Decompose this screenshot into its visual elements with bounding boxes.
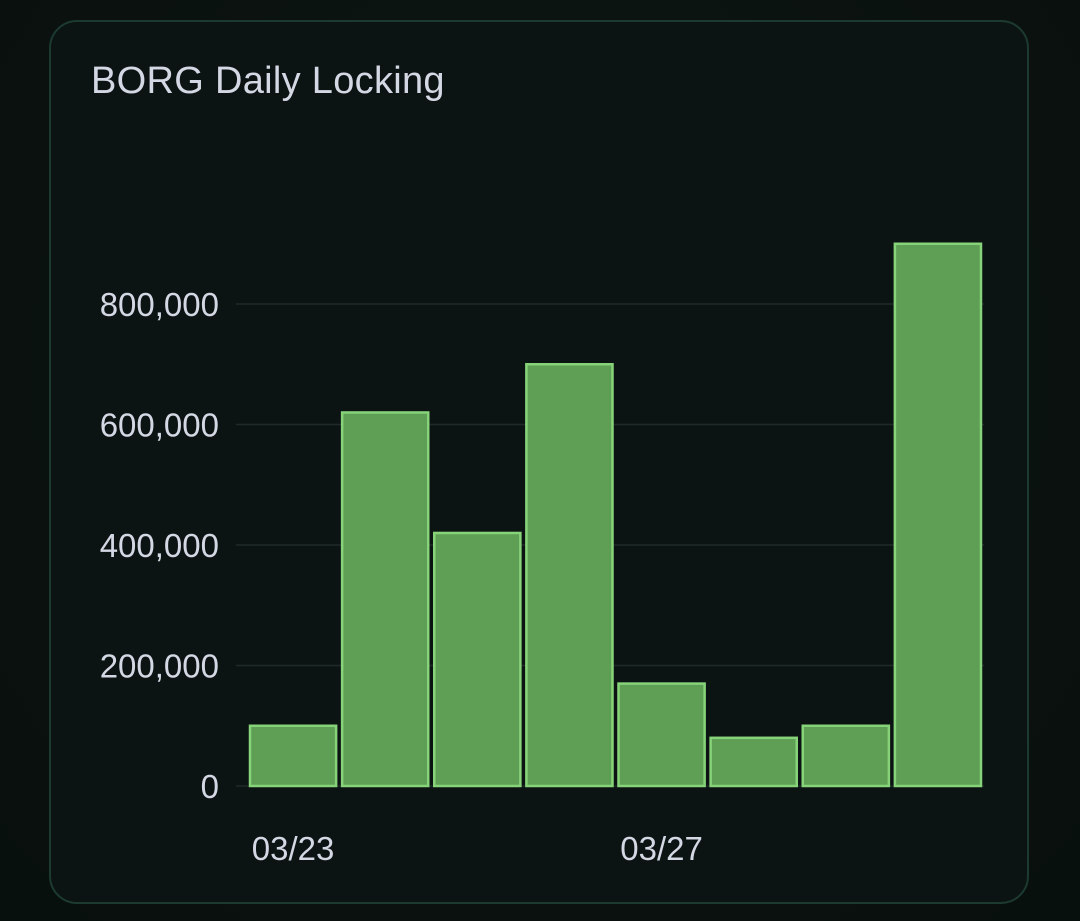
y-tick-label: 200,000 [100, 648, 219, 685]
bar [433, 531, 522, 788]
y-tick-label: 600,000 [100, 407, 219, 444]
bar [617, 682, 706, 788]
y-axis-ticks: 0 200,000 400,000 600,000 800,000 [100, 286, 219, 805]
x-tick-label: 03/23 [252, 830, 335, 867]
x-tick-label: 03/27 [620, 830, 703, 867]
bar [340, 411, 430, 788]
bars [248, 242, 983, 788]
chart-title: BORG Daily Locking [91, 60, 445, 102]
bar [801, 724, 891, 788]
bar [893, 242, 983, 788]
bar [248, 724, 338, 788]
bar [525, 363, 614, 788]
y-tick-label: 400,000 [100, 527, 219, 564]
bar [709, 736, 798, 788]
x-axis-ticks: 03/23 03/27 [252, 830, 703, 867]
y-tick-label: 800,000 [100, 286, 219, 323]
y-tick-label: 0 [201, 768, 219, 805]
